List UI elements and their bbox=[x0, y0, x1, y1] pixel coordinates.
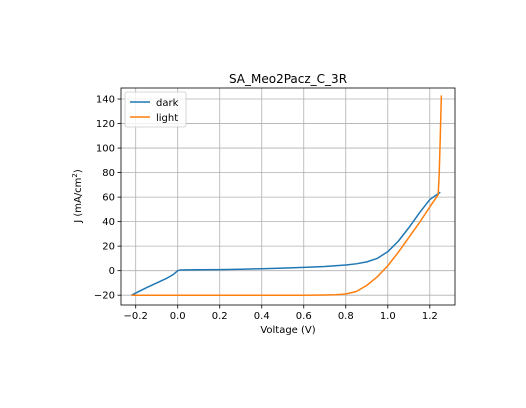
ticks: −0.2 0.0 0.2 0.4 0.6 0.8 1.0 1.2 −20 0 20 40 60 80 100… bbox=[94, 95, 438, 322]
x-tick-label: 0.4 bbox=[254, 311, 270, 322]
chart-title: SA_Meo2Pacz_C_3R bbox=[229, 72, 347, 86]
x-tick-label: 0.8 bbox=[338, 311, 354, 322]
y-tick-label: 0 bbox=[109, 266, 115, 277]
x-tick-label: 1.0 bbox=[380, 311, 396, 322]
legend-box bbox=[124, 91, 187, 128]
y-axis-label-tail: ) bbox=[73, 169, 84, 173]
legend-label-light: light bbox=[156, 113, 178, 124]
y-axis-label-main: J (mA/cm bbox=[73, 178, 84, 224]
y-tick-label: −20 bbox=[94, 291, 115, 302]
y-axis-label: J (mA/cm2) bbox=[71, 169, 84, 224]
grid bbox=[121, 88, 455, 305]
y-tick-label: 20 bbox=[102, 242, 115, 253]
y-tick-label: 60 bbox=[102, 193, 115, 204]
legend: dark light bbox=[124, 91, 187, 128]
x-tick-label: −0.2 bbox=[124, 311, 148, 322]
x-tick-label: 1.2 bbox=[422, 311, 438, 322]
y-tick-label: 40 bbox=[102, 217, 115, 228]
legend-label-dark: dark bbox=[156, 98, 179, 109]
y-tick-label: 80 bbox=[102, 168, 115, 179]
x-tick-label: 0.6 bbox=[296, 311, 312, 322]
x-tick-label: 0.2 bbox=[212, 311, 228, 322]
series-line-dark bbox=[131, 191, 441, 296]
y-axis-label-sup: 2 bbox=[71, 173, 79, 177]
x-tick-label: 0.0 bbox=[170, 311, 186, 322]
y-tick-label: 120 bbox=[96, 119, 115, 130]
series-layer bbox=[131, 95, 443, 296]
series-line-light bbox=[131, 95, 443, 296]
y-tick-label: 140 bbox=[96, 95, 115, 106]
plot-frame bbox=[120, 87, 456, 306]
x-axis-label: Voltage (V) bbox=[260, 325, 315, 336]
y-tick-label: 100 bbox=[96, 144, 115, 155]
